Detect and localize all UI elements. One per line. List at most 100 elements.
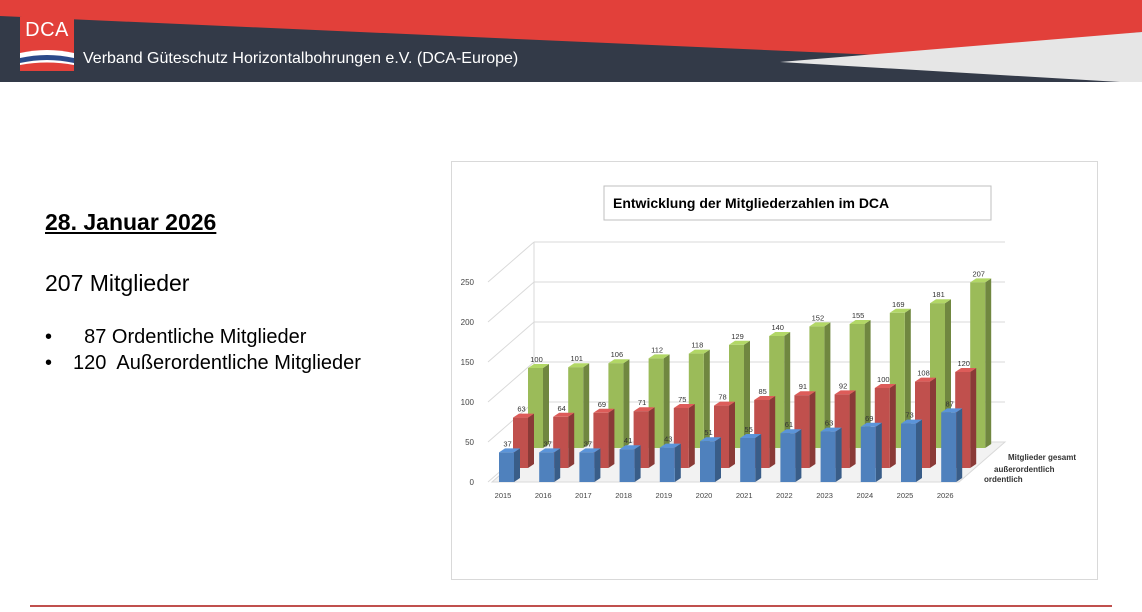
bar-top bbox=[619, 445, 641, 450]
bar-side bbox=[594, 448, 601, 482]
bar-side bbox=[849, 390, 856, 468]
bar bbox=[860, 426, 876, 482]
bar-side bbox=[528, 413, 534, 468]
bar-side bbox=[554, 448, 561, 482]
list-item: • 120 Außerordentliche Mitglieder bbox=[45, 352, 361, 378]
membership-chart: Entwicklung der Mitgliederzahlen im DCA 0… bbox=[451, 161, 1098, 580]
bar-side bbox=[835, 427, 842, 482]
ordinary-members-text: 87 Ordentliche Mitglieder bbox=[73, 326, 307, 348]
header-red-swoosh bbox=[0, 0, 1142, 56]
bar-side bbox=[864, 320, 871, 448]
header-light-swoosh bbox=[780, 32, 1142, 82]
y-tick-label: 200 bbox=[461, 318, 475, 327]
y-tick-label: 0 bbox=[470, 478, 475, 487]
bar-top bbox=[579, 448, 601, 453]
extraordinary-members-text: 120 Außerordentliche Mitglieder bbox=[73, 352, 361, 374]
chart-canvas: Entwicklung der Mitgliederzahlen im DCA 0… bbox=[461, 185, 1076, 500]
dca-logo: DCA bbox=[20, 17, 74, 71]
x-tick-label: 2022 bbox=[776, 491, 793, 500]
bar-top bbox=[740, 434, 762, 438]
y-tick-label: 50 bbox=[465, 438, 474, 447]
bar-top bbox=[568, 363, 590, 368]
bar-top bbox=[673, 404, 695, 408]
grid-line-side bbox=[487, 401, 535, 443]
bar-side bbox=[795, 429, 802, 482]
bar-top bbox=[780, 429, 802, 434]
member-breakdown-list: • 87 Ordentliche Mitglieder • 120 Außero… bbox=[45, 326, 361, 378]
data-label: 69 bbox=[865, 414, 873, 423]
header-banner: DCA Verband Güteschutz Horizontalbohrung… bbox=[0, 0, 1142, 82]
data-label: 100 bbox=[530, 355, 543, 364]
bar-top bbox=[901, 419, 922, 424]
organization-name: Verband Güteschutz Horizontalbohrungen e… bbox=[83, 50, 519, 67]
chart-title: Entwicklung der Mitgliederzahlen im DCA bbox=[613, 195, 889, 211]
data-label: 207 bbox=[972, 269, 985, 278]
x-tick-label: 2019 bbox=[655, 491, 672, 500]
member-total: 207 Mitglieder bbox=[45, 270, 190, 296]
bar-side bbox=[784, 332, 791, 448]
header-background bbox=[0, 0, 1142, 82]
data-label: 155 bbox=[852, 311, 865, 320]
bar-top bbox=[528, 364, 549, 368]
list-item: • 87 Ordentliche Mitglieder bbox=[45, 326, 306, 352]
data-label: 69 bbox=[598, 400, 606, 409]
bar-top bbox=[729, 340, 750, 345]
bar-top bbox=[700, 437, 721, 442]
bar-top bbox=[539, 448, 561, 453]
data-label: 181 bbox=[932, 290, 945, 299]
x-tick-label: 2021 bbox=[736, 491, 753, 500]
bar-side bbox=[715, 437, 721, 482]
footer-divider bbox=[30, 605, 1112, 607]
y-tick-label: 150 bbox=[461, 358, 475, 367]
bar-side bbox=[688, 404, 695, 468]
bar bbox=[499, 452, 514, 482]
data-label: 91 bbox=[799, 382, 807, 391]
legend-label: außerordentlich bbox=[994, 465, 1055, 474]
bar-top bbox=[648, 354, 670, 359]
data-label: 92 bbox=[839, 381, 847, 390]
bar-side bbox=[930, 377, 936, 468]
data-label: 61 bbox=[785, 420, 793, 429]
bar-side bbox=[956, 408, 963, 482]
y-tick-label: 250 bbox=[461, 278, 475, 287]
data-label: 118 bbox=[691, 341, 703, 350]
x-tick-label: 2026 bbox=[937, 491, 954, 500]
bar-side bbox=[663, 354, 670, 448]
bar-side bbox=[568, 412, 575, 468]
bar-side bbox=[648, 407, 655, 468]
bar-side bbox=[674, 443, 681, 482]
bar-top bbox=[754, 396, 776, 400]
bar-top bbox=[941, 408, 963, 413]
grid-line-side bbox=[487, 361, 535, 403]
bar-side bbox=[875, 422, 882, 482]
data-label: 41 bbox=[624, 436, 632, 445]
data-label: 140 bbox=[771, 323, 784, 332]
logo-wave-icon bbox=[20, 50, 74, 71]
data-label: 112 bbox=[651, 345, 663, 354]
data-label: 100 bbox=[877, 375, 890, 384]
grid-line-side bbox=[487, 321, 535, 363]
x-tick-label: 2025 bbox=[897, 491, 914, 500]
bar-side bbox=[608, 408, 615, 468]
data-label: 37 bbox=[503, 439, 511, 448]
bar bbox=[941, 412, 957, 482]
bar-top bbox=[820, 427, 842, 432]
bar-top bbox=[714, 401, 735, 406]
y-tick-label: 100 bbox=[461, 398, 475, 407]
bar-top bbox=[970, 278, 992, 283]
bar-top bbox=[688, 349, 710, 354]
bar-top bbox=[930, 299, 951, 304]
x-tick-label: 2024 bbox=[856, 491, 873, 500]
data-label: 63 bbox=[825, 419, 833, 428]
chart-title-box bbox=[603, 185, 992, 221]
bar-top bbox=[955, 368, 977, 372]
data-label: 63 bbox=[517, 405, 525, 414]
bar bbox=[740, 438, 756, 482]
bar-top bbox=[915, 377, 936, 382]
bar-top bbox=[860, 422, 882, 427]
x-tick-label: 2017 bbox=[575, 491, 592, 500]
data-label: 43 bbox=[664, 435, 672, 444]
grid-line-side bbox=[487, 281, 535, 323]
bullet-icon: • bbox=[45, 352, 53, 374]
data-label: 73 bbox=[905, 411, 913, 420]
